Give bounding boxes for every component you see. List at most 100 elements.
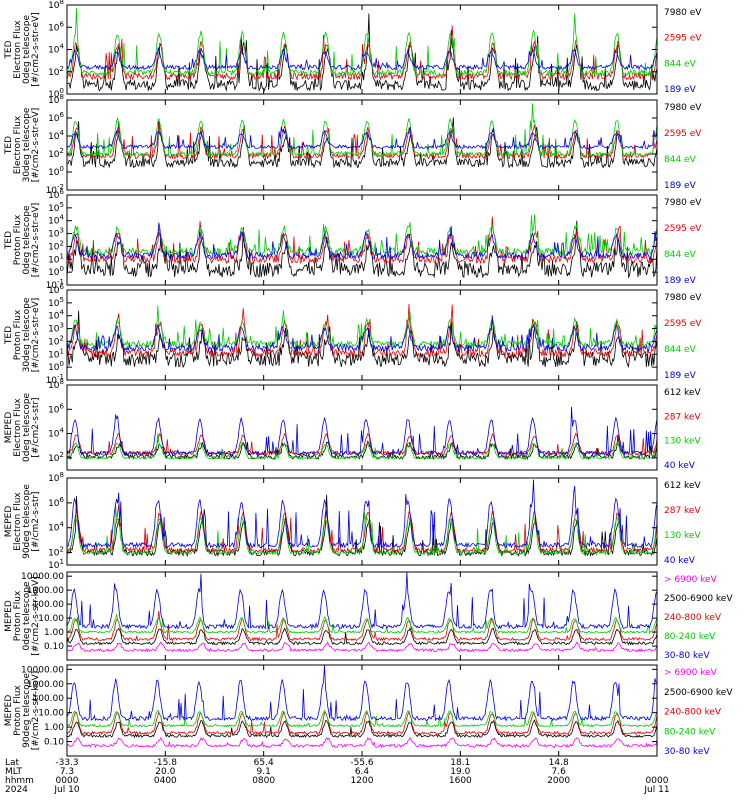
y-tick-label: 104 [48, 129, 64, 142]
x-tick-label: 0400 [154, 776, 177, 786]
y-tick-label: 101 [48, 347, 64, 360]
y-axis-label: [#/cm2-s-str-keV] [31, 671, 41, 750]
series-line-7-3 [66, 611, 658, 642]
y-axis-label: MEPED [4, 695, 14, 727]
x-row-label: MLT [5, 767, 23, 777]
x-tick-label: Jul 10 [53, 785, 79, 795]
plot-frame [66, 194, 658, 286]
y-tick-label: 0.10 [44, 738, 64, 748]
x-tick-label: 9.1 [257, 767, 271, 777]
legend-label: 40 keV [664, 461, 696, 471]
legend-label: 240-800 keV [664, 708, 722, 718]
chart-panel-7: 0.10 1.00 10.00 100.00 1000.00 10000.00 MEPED P… [4, 571, 733, 661]
legend-label: 2595 eV [664, 34, 702, 44]
y-tick-label: 1.00 [44, 723, 64, 733]
legend-label: 80-240 keV [664, 727, 716, 737]
y-axis-label: Electron Flux [13, 398, 23, 457]
x-tick-label: 19.0 [450, 767, 470, 777]
y-tick-label: 1.00 [44, 628, 64, 638]
legend-label: 80-240 keV [664, 632, 716, 642]
y-tick-label: 103 [48, 322, 64, 335]
series-line-5-3 [66, 433, 658, 461]
legend-label: 240-800 keV [664, 613, 722, 623]
series-line-7-5 [66, 571, 658, 630]
legend-label: 287 keV [664, 412, 701, 422]
series-line-3-2 [66, 216, 658, 265]
legend-label: 612 keV [664, 481, 701, 491]
x-tick-label: -33.3 [55, 758, 78, 768]
y-tick-label: 102 [48, 546, 64, 559]
legend-label: > 6900 keV [664, 575, 718, 585]
x-row-label: Lat [5, 758, 20, 768]
legend-label: 130 keV [664, 437, 701, 447]
series-line-6-4 [66, 479, 658, 549]
legend-label: 2595 eV [664, 319, 702, 329]
chart-panel-1: 100 102 104 106 108 TED Electron Flux 0deg tele… [4, 0, 702, 100]
legend-label: 7980 eV [664, 8, 702, 18]
x-row-label: 2024 [5, 785, 28, 795]
legend-label: 189 eV [664, 371, 697, 381]
y-tick-label: 102 [48, 147, 64, 160]
series-line-2-2 [66, 124, 658, 160]
x-tick-label: 0000 [646, 776, 669, 786]
y-axis-label: [#/cm2-s-str-eV] [31, 203, 41, 278]
y-axis-label: [#/cm2-s-str-eV] [31, 108, 41, 183]
y-tick-label: 106 [48, 188, 64, 201]
y-axis-label: Proton Flux [13, 309, 23, 360]
x-tick-label: 20.0 [155, 767, 175, 777]
y-axis-label: 0deg telescope [22, 205, 32, 275]
chart-panel-2: 10-2 100 102 104 106 108 TED Electron Flux 30deg… [4, 93, 702, 196]
x-tick-label: 65.4 [254, 758, 274, 768]
y-tick-label: 108 [48, 0, 64, 11]
legend-label: 2595 eV [664, 129, 702, 139]
y-tick-label: 108 [48, 471, 64, 484]
y-axis-label: MEPED [4, 412, 14, 444]
legend-label: 189 eV [664, 181, 697, 191]
series-line-4-1 [66, 310, 658, 369]
y-tick-label: 106 [48, 283, 64, 296]
legend-label: 7980 eV [664, 198, 702, 208]
y-tick-label: 10000.00 [21, 665, 64, 675]
x-tick-label: Jul 11 [643, 785, 669, 795]
y-tick-label: 104 [48, 427, 64, 440]
series-line-1-4 [66, 47, 658, 71]
y-tick-label: 104 [48, 43, 64, 56]
legend-label: 7980 eV [664, 293, 702, 303]
y-tick-label: 100.00 [33, 694, 65, 704]
series-line-7-1 [66, 641, 658, 653]
x-tick-label: 6.4 [355, 767, 370, 777]
y-tick-label: 100.00 [33, 600, 65, 610]
y-tick-label: 108 [48, 93, 64, 106]
plot-frame [66, 571, 658, 661]
y-axis-label: 0deg telescope [22, 393, 32, 463]
y-axis-label: 90deg telescope [22, 673, 32, 748]
legend-label: 844 eV [664, 59, 697, 69]
series-line-2-4 [66, 126, 658, 150]
legend-label: 189 eV [664, 276, 697, 286]
y-axis-label: [#/cm2-s-str] [31, 397, 41, 457]
y-tick-label: 0.10 [44, 642, 64, 652]
y-axis-label: Proton Flux [13, 685, 23, 736]
legend-label: > 6900 keV [664, 668, 718, 678]
y-tick-label: 10000.00 [21, 572, 64, 582]
series-line-5-4 [66, 406, 658, 457]
x-tick-label: 0800 [252, 776, 275, 786]
y-axis-label: 0deg telescope [22, 15, 32, 85]
x-tick-label: -55.6 [350, 758, 374, 768]
y-axis-label: [#/cm2-s-str-eV] [31, 298, 41, 373]
y-tick-label: 104 [48, 309, 64, 322]
x-tick-label: 7.3 [60, 767, 74, 777]
series-line-8-5 [66, 664, 658, 722]
series-line-3-1 [66, 220, 658, 279]
y-tick-label: 106 [48, 402, 64, 415]
y-axis-label: 30deg telescope [22, 107, 32, 182]
x-tick-label: 1200 [351, 776, 374, 786]
legend-label: 30-80 keV [664, 747, 710, 757]
x-tick-label: 18.1 [450, 758, 470, 768]
y-axis-label: [#/cm2-s-str-keV] [31, 576, 41, 655]
x-row-label: hhmm [5, 776, 34, 786]
y-tick-label: 102 [48, 239, 64, 252]
